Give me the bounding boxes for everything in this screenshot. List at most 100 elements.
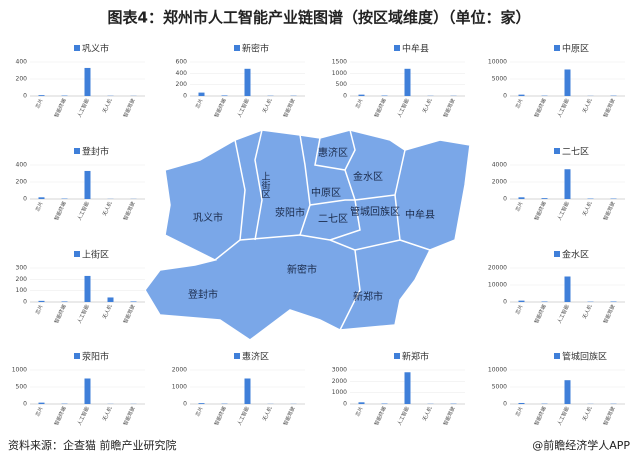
- x-tick-label: 芯片: [514, 304, 525, 316]
- y-tick-label: 0: [503, 93, 507, 100]
- x-tick-label: 人工智能: [76, 304, 91, 325]
- bar: [245, 69, 251, 96]
- map-label: 新郑市: [353, 290, 383, 303]
- x-tick-label: 无人机: [581, 98, 594, 115]
- x-tick-label: 无人机: [581, 304, 594, 321]
- y-tick-label: 500: [16, 384, 28, 391]
- x-tick-label: 人工智能: [556, 406, 571, 427]
- chart-title: 中牟县: [402, 43, 429, 55]
- x-tick-label: 无人机: [581, 201, 594, 218]
- y-tick-label: 10000: [488, 367, 507, 374]
- x-tick-label: 智能终端: [533, 201, 548, 222]
- x-tick-label: 芯片: [514, 201, 525, 213]
- map-label: 上街区: [260, 171, 271, 198]
- title-icon: [394, 353, 400, 359]
- bar: [39, 95, 45, 96]
- bar: [565, 380, 571, 404]
- bar: [611, 301, 617, 302]
- bar: [85, 68, 91, 96]
- x-tick-label: 智能驾驶: [442, 98, 457, 119]
- y-tick-label: 2000: [492, 179, 507, 186]
- bar: [565, 69, 571, 96]
- title-icon: [554, 353, 560, 359]
- bar: [359, 402, 365, 404]
- title-icon: [74, 45, 80, 51]
- map-label: 惠济区: [318, 146, 348, 159]
- page-title: 图表4：郑州市人工智能产业链图谱（按区域维度）（单位：家）: [108, 9, 531, 27]
- source: 资料来源：企查猫 前瞻产业研究院: [8, 438, 177, 452]
- chart-title: 中原区: [562, 43, 589, 55]
- y-tick-label: 600: [176, 59, 188, 66]
- y-tick-label: 200: [176, 81, 188, 88]
- y-tick-label: 0: [23, 401, 27, 408]
- x-tick-label: 无人机: [421, 406, 434, 423]
- y-tick-label: 0: [23, 299, 27, 306]
- x-tick-label: 人工智能: [556, 304, 571, 325]
- y-tick-label: 10000: [488, 282, 507, 289]
- x-tick-label: 芯片: [34, 98, 45, 110]
- title-icon: [234, 45, 240, 51]
- bar: [62, 301, 68, 302]
- bar: [519, 95, 525, 96]
- y-tick-label: 0: [503, 299, 507, 306]
- x-tick-label: 智能驾驶: [122, 406, 137, 427]
- bar: [39, 197, 45, 199]
- x-tick-label: 智能终端: [533, 406, 548, 427]
- bar: [39, 403, 45, 404]
- x-tick-label: 芯片: [354, 98, 365, 110]
- title-icon: [234, 353, 240, 359]
- x-tick-label: 智能终端: [53, 201, 68, 222]
- x-tick-label: 智能驾驶: [602, 201, 617, 222]
- x-tick-label: 芯片: [514, 406, 525, 418]
- bar: [565, 169, 571, 199]
- x-tick-label: 人工智能: [76, 406, 91, 427]
- x-tick-label: 无人机: [421, 98, 434, 115]
- y-tick-label: 5000: [492, 384, 507, 391]
- title-icon: [394, 45, 400, 51]
- bar: [519, 403, 525, 404]
- chart-title: 惠济区: [242, 351, 269, 363]
- bar: [222, 95, 228, 96]
- y-tick-label: 0: [23, 93, 27, 100]
- bar: [85, 276, 91, 302]
- y-tick-label: 3000: [332, 367, 347, 374]
- title-icon: [554, 45, 560, 51]
- chart-title: 二七区: [562, 147, 589, 158]
- x-tick-label: 人工智能: [556, 201, 571, 222]
- x-tick-label: 无人机: [581, 406, 594, 423]
- bar: [405, 372, 411, 404]
- y-tick-label: 400: [176, 70, 188, 77]
- x-tick-label: 智能驾驶: [122, 304, 137, 325]
- map-shape: [145, 130, 470, 340]
- x-tick-label: 人工智能: [236, 98, 251, 119]
- bar: [131, 301, 137, 302]
- bar: [405, 69, 411, 96]
- bar: [85, 379, 91, 405]
- bar: [519, 301, 525, 302]
- x-tick-label: 人工智能: [396, 406, 411, 427]
- x-tick-label: 芯片: [514, 98, 525, 110]
- y-tick-label: 400: [16, 59, 28, 66]
- x-tick-label: 智能驾驶: [602, 98, 617, 119]
- y-tick-label: 200: [16, 276, 28, 283]
- chart-title: 金水区: [562, 249, 589, 261]
- x-tick-label: 智能终端: [533, 304, 548, 325]
- y-tick-label: 200: [16, 76, 28, 83]
- y-tick-label: 20000: [488, 265, 507, 272]
- y-tick-label: 4000: [492, 162, 507, 169]
- chart-title: 上街区: [82, 249, 109, 261]
- x-tick-label: 无人机: [261, 406, 274, 423]
- y-tick-label: 0: [343, 93, 347, 100]
- x-tick-label: 芯片: [354, 406, 365, 418]
- x-tick-label: 芯片: [194, 406, 205, 418]
- x-tick-label: 智能驾驶: [122, 201, 137, 222]
- map-label: 中牟县: [405, 208, 435, 221]
- chart-title: 荥阳市: [82, 351, 109, 363]
- map: [145, 130, 470, 340]
- x-tick-label: 智能驾驶: [602, 304, 617, 325]
- x-tick-label: 人工智能: [76, 98, 91, 119]
- bar: [39, 301, 45, 302]
- x-tick-label: 智能终端: [53, 304, 68, 325]
- bar: [85, 171, 91, 199]
- chart-title: 登封市: [82, 146, 109, 158]
